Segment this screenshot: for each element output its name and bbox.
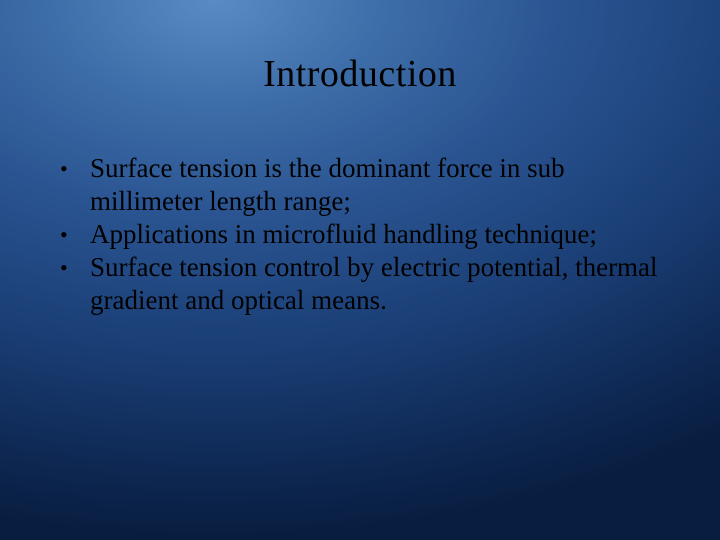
slide-title: Introduction (0, 52, 720, 96)
bullet-icon: • (58, 152, 90, 185)
bullet-text: Surface tension control by electric pote… (90, 251, 670, 317)
bullet-item: • Surface tension is the dominant force … (58, 152, 670, 218)
slide-body: • Surface tension is the dominant force … (58, 152, 670, 317)
bullet-icon: • (58, 218, 90, 251)
bullet-icon: • (58, 251, 90, 284)
bullet-text: Surface tension is the dominant force in… (90, 152, 670, 218)
bullet-text: Applications in microfluid handling tech… (90, 218, 670, 251)
bullet-item: • Surface tension control by electric po… (58, 251, 670, 317)
bullet-item: • Applications in microfluid handling te… (58, 218, 670, 251)
slide: Introduction • Surface tension is the do… (0, 0, 720, 540)
